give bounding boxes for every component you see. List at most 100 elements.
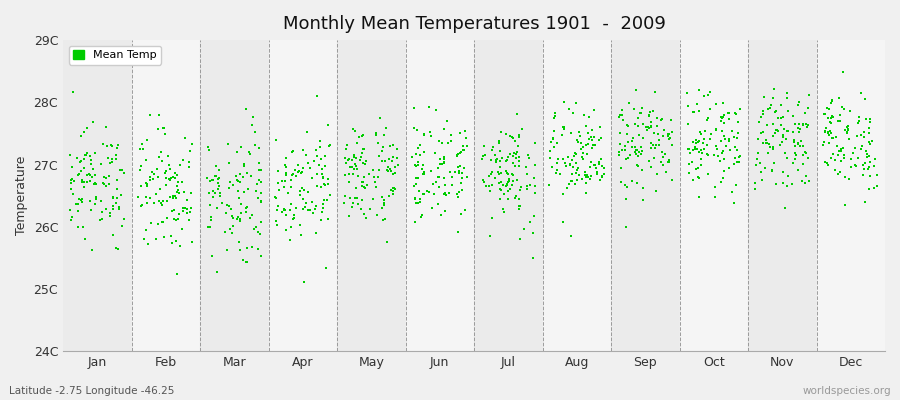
Point	[580, 130, 595, 136]
Point	[475, 155, 490, 162]
Point	[506, 135, 520, 142]
Point	[858, 96, 872, 102]
Point	[166, 208, 180, 214]
Point	[556, 126, 571, 132]
Point	[627, 120, 642, 127]
Point	[825, 113, 840, 119]
Point	[289, 205, 303, 212]
Point	[111, 186, 125, 192]
Point	[841, 123, 855, 129]
Point	[564, 130, 579, 136]
Point	[780, 89, 795, 96]
Point	[561, 153, 575, 160]
Point	[147, 170, 161, 177]
Point	[505, 182, 519, 188]
Point	[163, 194, 177, 200]
Point	[419, 188, 434, 194]
Point	[551, 156, 565, 163]
Point	[856, 162, 870, 168]
Point	[644, 122, 658, 129]
Point	[799, 121, 814, 127]
Point	[450, 153, 464, 159]
Point	[483, 156, 498, 163]
Point	[408, 219, 422, 225]
Point	[714, 138, 728, 144]
Point	[619, 122, 634, 128]
Point	[715, 179, 729, 185]
Bar	[131, 40, 200, 351]
Point	[662, 159, 676, 165]
Point	[220, 202, 234, 209]
Point	[243, 150, 257, 157]
Point	[74, 168, 88, 174]
Point	[780, 173, 795, 180]
Point	[867, 185, 881, 191]
Point	[347, 195, 362, 201]
Point	[338, 193, 353, 199]
Point	[292, 168, 306, 174]
Point	[162, 176, 176, 182]
Point	[642, 112, 656, 118]
Point	[802, 177, 816, 184]
Point	[103, 210, 117, 216]
Point	[158, 131, 173, 137]
Point	[343, 164, 357, 170]
Point	[184, 189, 198, 196]
Point	[800, 124, 814, 130]
Point	[138, 236, 152, 242]
Point	[366, 166, 381, 173]
Point	[748, 180, 762, 186]
Point	[380, 167, 394, 173]
Point	[542, 182, 556, 188]
Point	[514, 184, 528, 190]
Bar	[63, 40, 131, 351]
Point	[78, 236, 93, 242]
Point	[220, 141, 235, 147]
Point	[616, 117, 631, 124]
Point	[278, 227, 293, 234]
Point	[648, 89, 662, 96]
Point	[458, 128, 473, 134]
Point	[311, 162, 326, 169]
Point	[680, 90, 694, 96]
Point	[717, 120, 732, 126]
Point	[212, 176, 226, 182]
Point	[86, 119, 100, 126]
Point	[570, 137, 584, 143]
Point	[562, 181, 576, 187]
Point	[729, 182, 743, 188]
Point	[106, 194, 121, 201]
Point	[112, 206, 126, 212]
Point	[370, 212, 384, 218]
Bar	[748, 40, 816, 351]
Point	[236, 256, 250, 263]
Point	[859, 116, 873, 122]
Point	[716, 127, 730, 134]
Point	[351, 201, 365, 207]
Point	[211, 186, 225, 192]
Point	[837, 155, 851, 161]
Point	[86, 174, 100, 180]
Point	[647, 130, 662, 136]
Point	[281, 190, 295, 196]
Point	[355, 197, 369, 203]
Point	[252, 166, 266, 173]
Point	[650, 115, 664, 122]
Point	[212, 175, 226, 182]
Point	[728, 154, 742, 161]
Point	[82, 171, 96, 177]
Point	[279, 155, 293, 161]
Point	[571, 165, 585, 171]
Point	[715, 150, 729, 156]
Point	[566, 164, 580, 170]
Point	[765, 166, 779, 173]
Point	[428, 150, 443, 156]
Point	[547, 113, 562, 119]
Point	[621, 139, 635, 146]
Point	[556, 99, 571, 105]
Point	[270, 207, 284, 214]
Point	[432, 138, 446, 144]
Point	[629, 147, 643, 153]
Point	[500, 181, 514, 187]
Point	[371, 174, 385, 180]
